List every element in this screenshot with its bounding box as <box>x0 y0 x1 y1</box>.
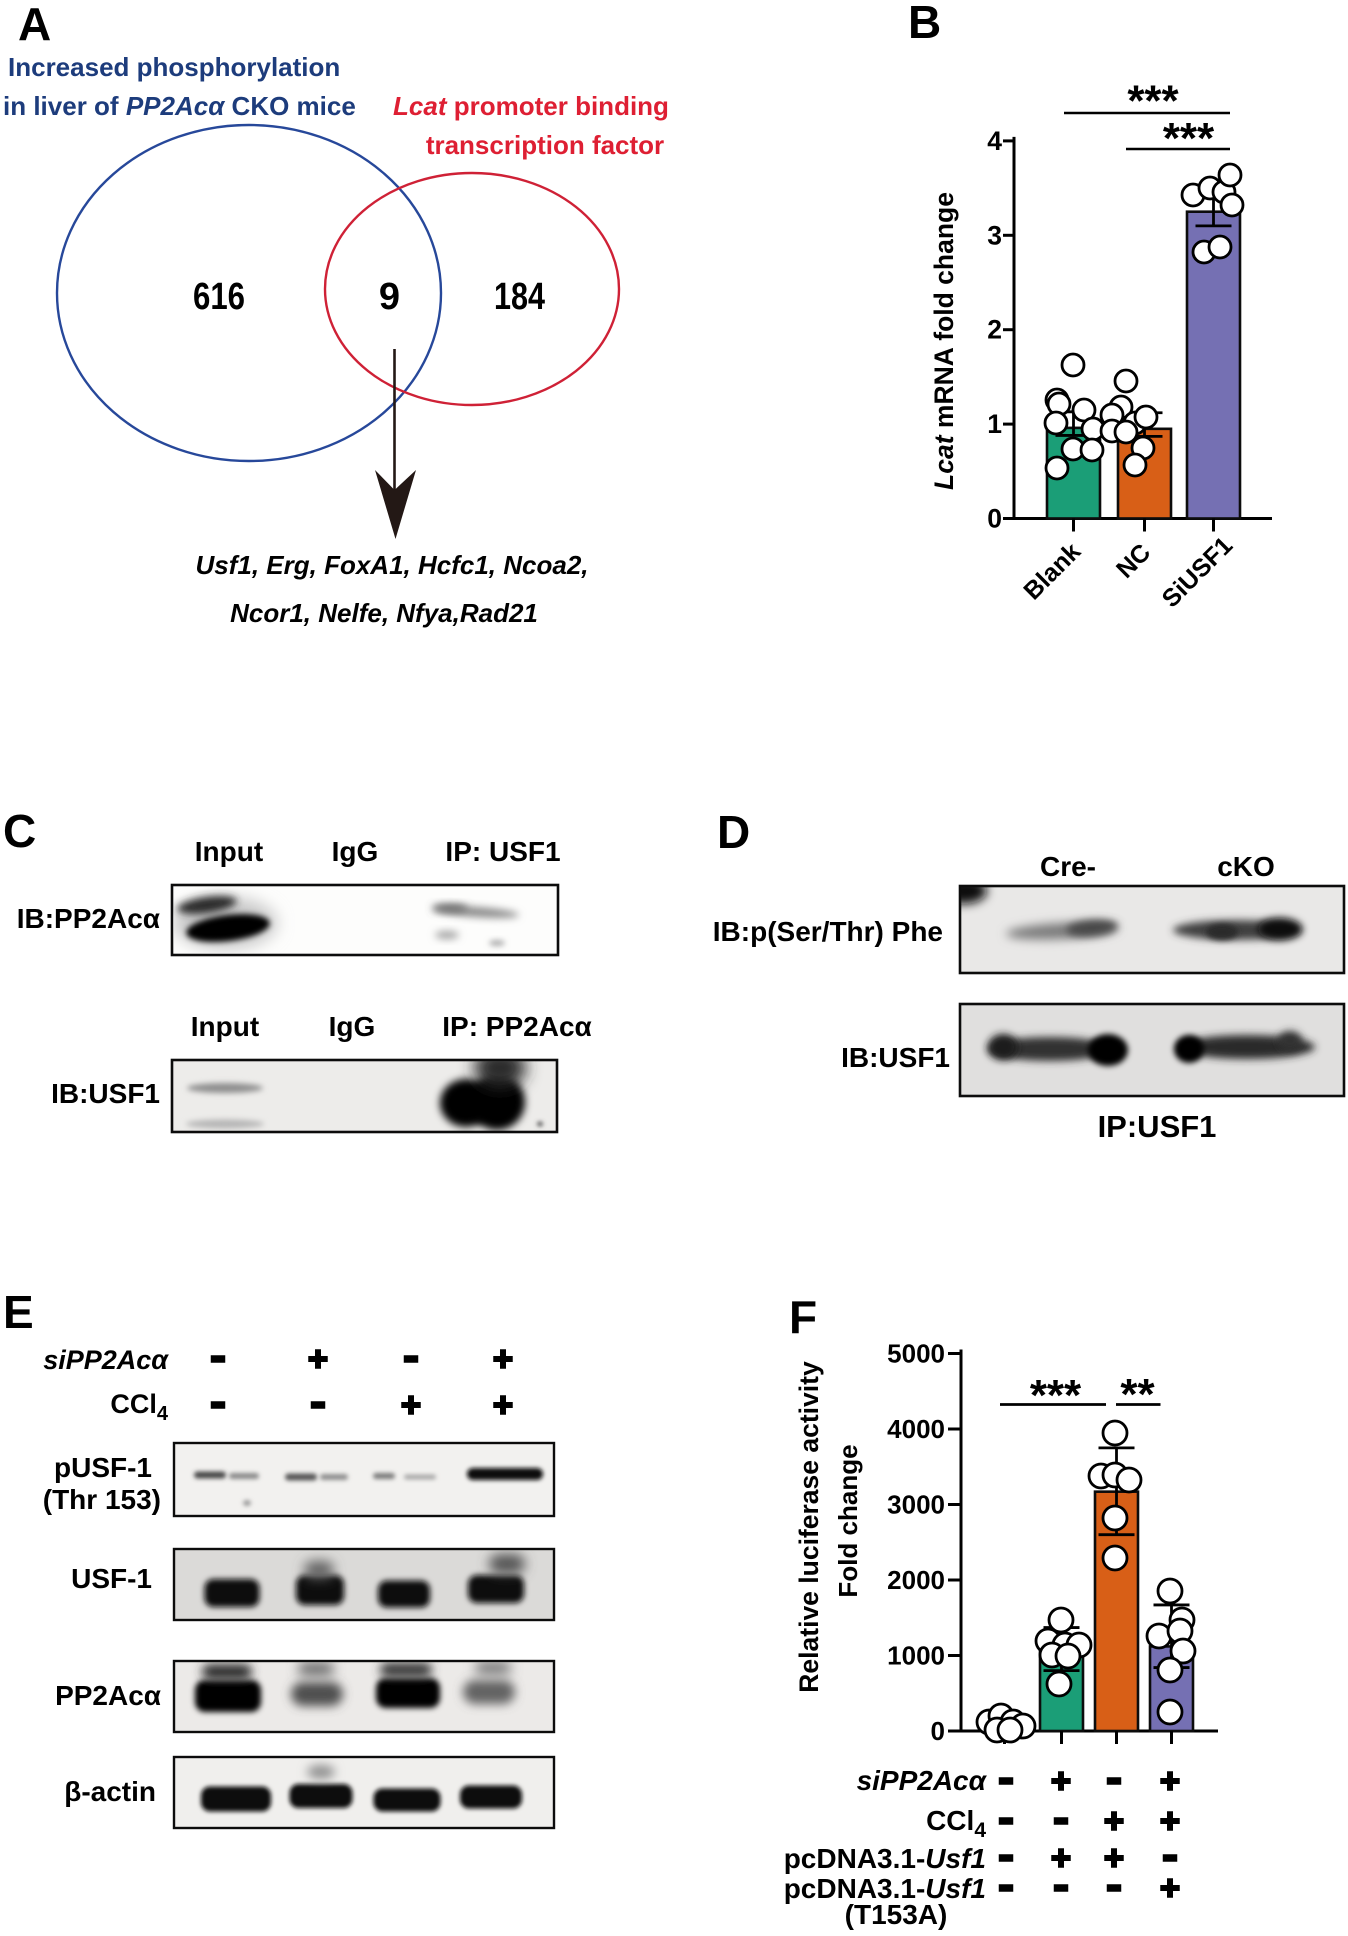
svg-text:pcDNA3.1-Usf1: pcDNA3.1-Usf1 <box>784 1843 986 1874</box>
svg-text:IP: PP2Acα: IP: PP2Acα <box>442 1011 592 1042</box>
svg-text:pUSF-1: pUSF-1 <box>54 1452 152 1483</box>
svg-text:transcription factor: transcription factor <box>426 130 664 160</box>
svg-text:1000: 1000 <box>887 1641 945 1671</box>
svg-text:184: 184 <box>494 276 545 318</box>
svg-text:C: C <box>3 805 36 857</box>
svg-text:E: E <box>3 1286 34 1338</box>
svg-text:2: 2 <box>987 315 1002 345</box>
svg-text:in liver of PP2Acα CKO mice: in liver of PP2Acα CKO mice <box>3 91 356 121</box>
svg-text:IB:p(Ser/Thr) Phe: IB:p(Ser/Thr) Phe <box>713 916 943 947</box>
svg-text:β-actin: β-actin <box>64 1776 156 1807</box>
svg-text:cKO: cKO <box>1217 851 1275 882</box>
svg-text:IgG: IgG <box>329 1011 376 1042</box>
svg-text:Lcat mRNA fold change: Lcat mRNA fold change <box>929 192 959 490</box>
svg-text:Fold change: Fold change <box>833 1444 863 1597</box>
svg-text:3: 3 <box>987 220 1002 250</box>
svg-text:Lcat promoter binding: Lcat promoter binding <box>393 91 669 121</box>
svg-text:IgG: IgG <box>332 836 379 867</box>
svg-text:A: A <box>18 0 51 50</box>
svg-text:Relative luciferase activity: Relative luciferase activity <box>794 1361 824 1693</box>
svg-text:siPP2Acα: siPP2Acα <box>857 1765 988 1796</box>
svg-text:IB:PP2Acα: IB:PP2Acα <box>17 903 160 934</box>
svg-text:0: 0 <box>987 504 1002 534</box>
svg-text:Increased phosphorylation: Increased phosphorylation <box>8 52 340 82</box>
svg-text:(Thr 153): (Thr 153) <box>43 1484 161 1515</box>
svg-text:***: *** <box>1127 77 1179 126</box>
svg-text:0: 0 <box>931 1716 945 1746</box>
svg-text:2000: 2000 <box>887 1565 945 1595</box>
svg-text:4000: 4000 <box>887 1414 945 1444</box>
svg-text:B: B <box>908 0 941 48</box>
svg-text:PP2Acα: PP2Acα <box>55 1680 161 1711</box>
svg-text:1: 1 <box>987 409 1002 439</box>
svg-text:616: 616 <box>193 276 245 318</box>
svg-text:siPP2Acα: siPP2Acα <box>43 1345 169 1375</box>
svg-text:Input: Input <box>195 836 263 867</box>
svg-text:pcDNA3.1-Usf1: pcDNA3.1-Usf1 <box>784 1873 986 1904</box>
svg-text:IB:USF1: IB:USF1 <box>51 1078 160 1109</box>
svg-text:F: F <box>789 1291 817 1343</box>
svg-text:***: *** <box>1163 114 1215 163</box>
svg-text:Ncor1, Nelfe, Nfya,Rad21: Ncor1, Nelfe, Nfya,Rad21 <box>230 598 538 628</box>
svg-text:IB:USF1: IB:USF1 <box>841 1042 950 1073</box>
svg-text:Usf1, Erg, FoxA1, Hcfc1, Ncoa2: Usf1, Erg, FoxA1, Hcfc1, Ncoa2, <box>195 550 588 580</box>
svg-text:3000: 3000 <box>887 1490 945 1520</box>
svg-text:5000: 5000 <box>887 1339 945 1369</box>
svg-text:USF-1: USF-1 <box>71 1563 152 1594</box>
svg-text:CCl4: CCl4 <box>926 1805 986 1842</box>
svg-text:4: 4 <box>987 126 1002 156</box>
svg-text:**: ** <box>1120 1370 1155 1419</box>
svg-text:9: 9 <box>379 276 400 318</box>
svg-text:(T153A): (T153A) <box>845 1899 948 1930</box>
svg-text:Cre-: Cre- <box>1040 851 1096 882</box>
svg-text:D: D <box>717 806 750 858</box>
svg-text:IP: USF1: IP: USF1 <box>445 836 560 867</box>
svg-text:IP:USF1: IP:USF1 <box>1098 1109 1217 1144</box>
svg-text:Input: Input <box>191 1011 259 1042</box>
svg-text:***: *** <box>1030 1371 1082 1420</box>
